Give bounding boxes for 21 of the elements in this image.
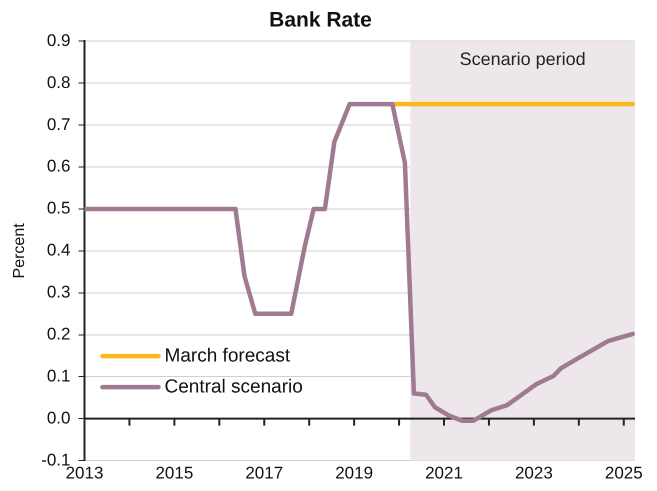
y-tick-label: 0.6 bbox=[46, 156, 70, 176]
x-tick-label: 2019 bbox=[335, 463, 374, 482]
y-tick-label: 0.8 bbox=[46, 72, 70, 92]
x-tick-label: 2021 bbox=[425, 463, 463, 482]
x-tick-label: 2017 bbox=[245, 463, 284, 482]
chart-title: Bank Rate bbox=[269, 8, 372, 32]
y-tick-label: 0.4 bbox=[46, 240, 70, 260]
y-tick-label: 0.3 bbox=[46, 282, 70, 302]
y-axis-title: Percent bbox=[11, 222, 28, 278]
y-tick-label: 0.0 bbox=[46, 408, 70, 428]
y-tick-label: 0.5 bbox=[46, 198, 70, 218]
y-tick-label: 0.7 bbox=[46, 114, 70, 134]
y-tick-label: 0.2 bbox=[46, 324, 70, 344]
x-tick-label: 2015 bbox=[155, 463, 194, 482]
y-tick-label: 0.1 bbox=[46, 366, 70, 386]
legend-label: March forecast bbox=[164, 345, 291, 366]
x-tick-label: 2025 bbox=[604, 463, 643, 482]
legend-label: Central scenario bbox=[164, 376, 303, 398]
band-label: Scenario period bbox=[460, 49, 586, 70]
y-tick-label: 0.9 bbox=[46, 30, 70, 50]
x-tick-label: 2023 bbox=[514, 463, 553, 482]
